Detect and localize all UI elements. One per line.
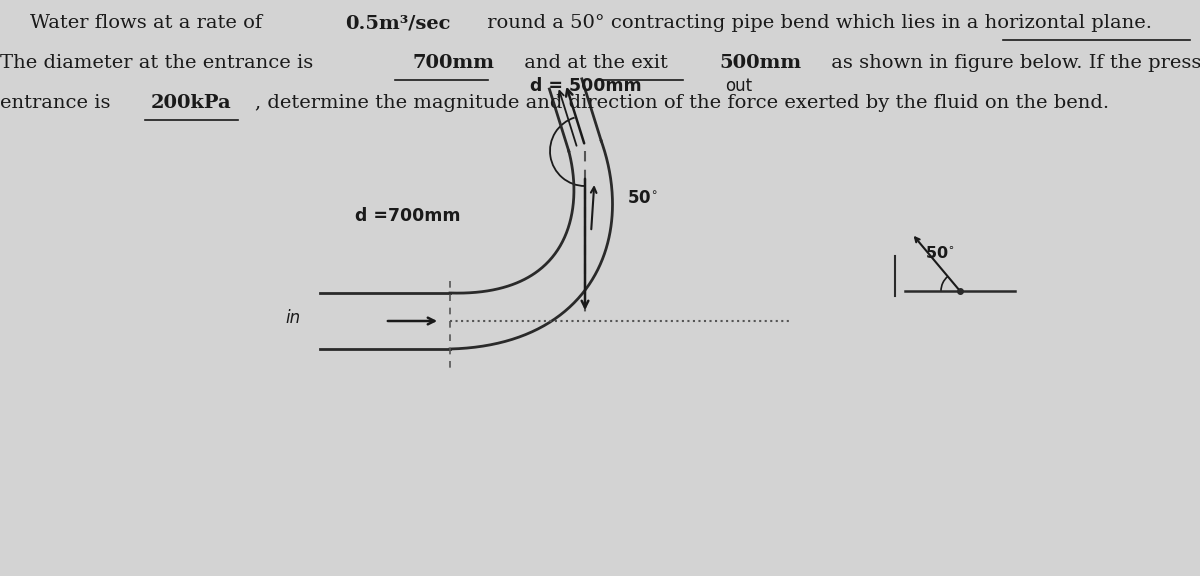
Text: d = 500mm: d = 500mm <box>530 77 642 95</box>
Text: 200kPa: 200kPa <box>151 94 232 112</box>
Text: , determine the magnitude and direction of the force exerted by the fluid on the: , determine the magnitude and direction … <box>254 94 1109 112</box>
Text: 50$^{\circ}$: 50$^{\circ}$ <box>628 189 658 207</box>
Text: and at the exit: and at the exit <box>518 54 674 72</box>
Text: 500mm: 500mm <box>720 54 802 72</box>
Text: as shown in figure below. If the pressure at the: as shown in figure below. If the pressur… <box>826 54 1200 72</box>
Text: round a 50° contracting pipe bend which lies in a horizontal plane.: round a 50° contracting pipe bend which … <box>481 14 1152 32</box>
Text: 700mm: 700mm <box>413 54 494 72</box>
Text: Water flows at a rate of: Water flows at a rate of <box>5 14 269 32</box>
Text: The diameter at the entrance is: The diameter at the entrance is <box>0 54 319 72</box>
Text: d =700mm: d =700mm <box>355 207 461 225</box>
Text: entrance is: entrance is <box>0 94 116 112</box>
Text: in: in <box>286 309 300 327</box>
Text: out: out <box>725 77 752 95</box>
Text: 50$^{\circ}$: 50$^{\circ}$ <box>925 245 955 261</box>
Text: 0.5m³/sec: 0.5m³/sec <box>344 14 450 32</box>
